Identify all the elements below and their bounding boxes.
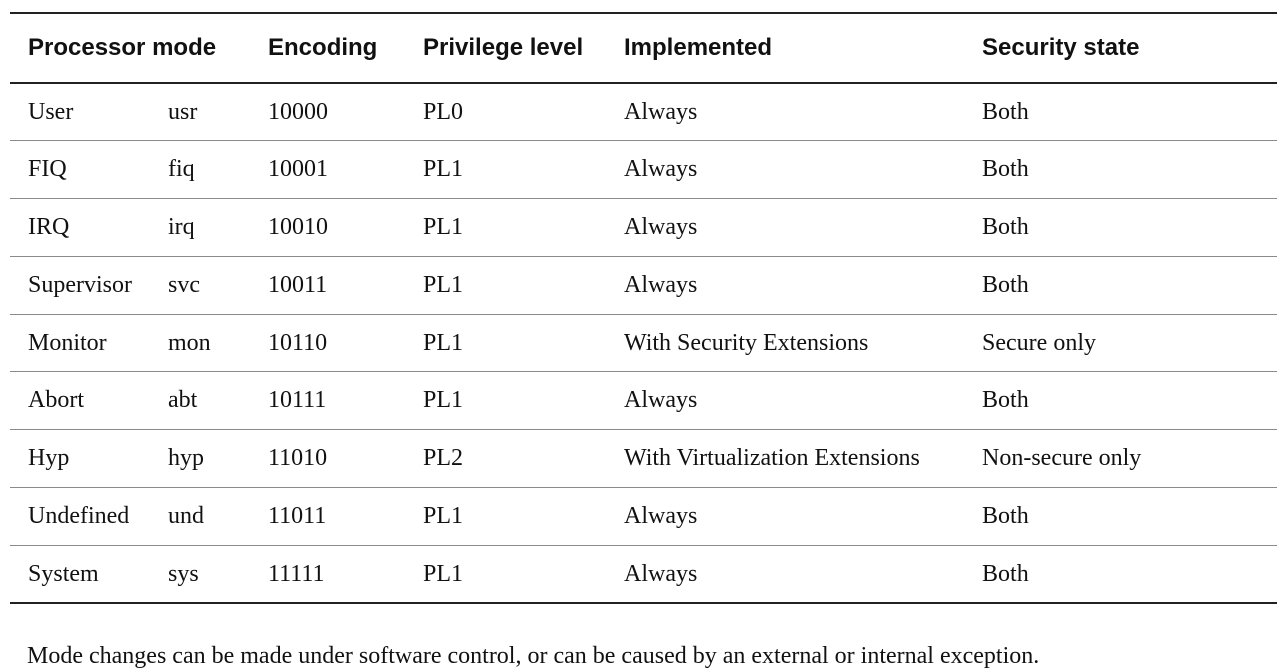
cell-mode: Supervisor: [28, 271, 132, 298]
cell-privilege: PL2: [423, 445, 464, 472]
header-encoding: Encoding: [268, 34, 378, 61]
cell-encoding: 11010: [268, 445, 328, 472]
cell-privilege: PL1: [423, 271, 464, 298]
cell-privilege: PL1: [423, 329, 464, 356]
cell-abbr: usr: [168, 98, 198, 125]
cell-privilege: PL1: [423, 560, 464, 587]
cell-implemented: Always: [624, 213, 698, 240]
cell-abbr: sys: [168, 560, 199, 587]
table-row: Monitor mon 10110 PL1 With Security Exte…: [10, 314, 1277, 372]
table-row: Undefined und 11011 PL1 Always Both: [10, 488, 1277, 546]
header-privilege-level: Privilege level: [423, 34, 584, 61]
cell-abbr: mon: [168, 329, 211, 356]
cell-security: Both: [982, 98, 1029, 125]
cell-mode: Abort: [28, 387, 84, 414]
table-body: User usr 10000 PL0 Always Both FIQ fiq 1…: [10, 83, 1277, 604]
cell-security: Non-secure only: [982, 445, 1142, 472]
cell-abbr: irq: [168, 213, 195, 240]
cell-privilege: PL0: [423, 98, 464, 125]
cell-security: Both: [982, 387, 1029, 414]
cell-mode: Undefined: [28, 502, 130, 529]
table-row: Hyp hyp 11010 PL2 With Virtualization Ex…: [10, 430, 1277, 488]
cell-abbr: abt: [168, 387, 198, 414]
cell-implemented: With Virtualization Extensions: [624, 445, 920, 472]
cell-abbr: und: [168, 502, 204, 529]
cell-implemented: Always: [624, 156, 698, 183]
table-header: Processor mode Encoding Privilege level …: [10, 13, 1277, 83]
header-security-state: Security state: [982, 34, 1140, 61]
cell-mode: IRQ: [28, 213, 70, 240]
cell-privilege: PL1: [423, 502, 464, 529]
cell-mode: Monitor: [28, 329, 107, 356]
table-row: System sys 11111 PL1 Always Both: [10, 545, 1277, 604]
cell-security: Both: [982, 156, 1029, 183]
cell-encoding: 10000: [268, 98, 329, 125]
table-row: User usr 10000 PL0 Always Both: [10, 83, 1277, 141]
cell-encoding: 10001: [268, 156, 329, 183]
footnote-text: Mode changes can be made under software …: [27, 643, 1040, 669]
cell-encoding: 10110: [268, 329, 328, 356]
processor-modes-table: Processor mode Encoding Privilege level …: [10, 12, 1277, 604]
cell-security: Both: [982, 560, 1029, 587]
cell-implemented: Always: [624, 387, 698, 414]
cell-security: Both: [982, 213, 1029, 240]
cell-implemented: Always: [624, 98, 698, 125]
cell-security: Both: [982, 502, 1029, 529]
cell-encoding: 10010: [268, 213, 329, 240]
cell-privilege: PL1: [423, 387, 464, 414]
cell-implemented: Always: [624, 502, 698, 529]
table-row: Supervisor svc 10011 PL1 Always Both: [10, 256, 1277, 315]
cell-implemented: Always: [624, 560, 698, 587]
cell-abbr: svc: [168, 271, 200, 298]
cell-implemented: With Security Extensions: [624, 329, 869, 356]
table-row: IRQ irq 10010 PL1 Always Both: [10, 199, 1277, 257]
cell-privilege: PL1: [423, 213, 464, 240]
cell-abbr: hyp: [168, 445, 204, 472]
cell-implemented: Always: [624, 271, 698, 298]
cell-encoding: 10111: [268, 387, 327, 414]
cell-encoding: 11111: [268, 560, 325, 587]
cell-privilege: PL1: [423, 156, 464, 183]
cell-encoding: 10011: [268, 271, 328, 298]
cell-mode: System: [28, 560, 99, 587]
cell-mode: User: [28, 98, 74, 125]
cell-abbr: fiq: [168, 156, 195, 183]
table-row: FIQ fiq 10001 PL1 Always Both: [10, 141, 1277, 199]
header-processor-mode: Processor mode: [28, 34, 217, 61]
header-implemented: Implemented: [624, 34, 773, 61]
header-row: Processor mode Encoding Privilege level …: [10, 13, 1277, 83]
cell-security: Both: [982, 271, 1029, 298]
table-row: Abort abt 10111 PL1 Always Both: [10, 372, 1277, 430]
cell-mode: Hyp: [28, 445, 70, 472]
cell-security: Secure only: [982, 329, 1096, 356]
cell-encoding: 11011: [268, 502, 327, 529]
cell-mode: FIQ: [28, 156, 67, 183]
